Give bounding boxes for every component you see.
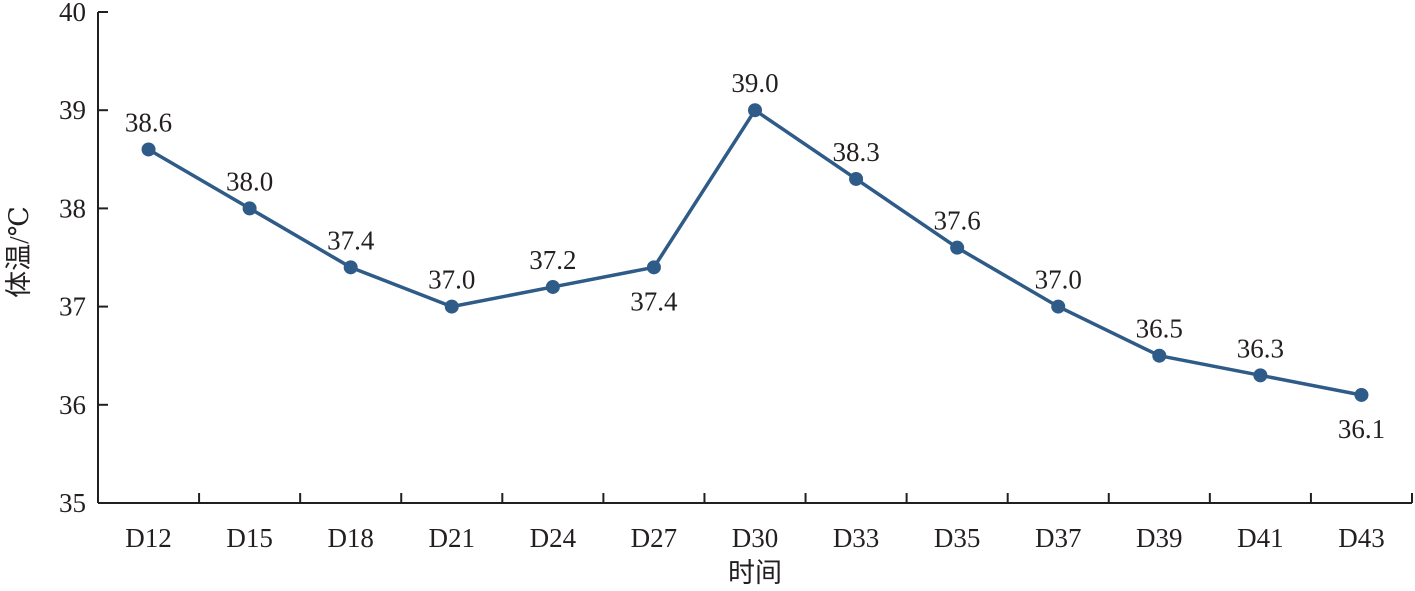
x-tick-label: D39 [1136, 523, 1183, 553]
data-label: 38.3 [832, 137, 879, 167]
x-tick-label: D12 [125, 523, 172, 553]
y-tick-label: 36 [59, 390, 86, 420]
data-label: 37.4 [327, 225, 375, 255]
y-tick-label: 39 [59, 95, 86, 125]
data-label: 37.4 [630, 286, 678, 316]
x-tick-label: D18 [327, 523, 374, 553]
data-label: 36.1 [1338, 414, 1385, 444]
x-tick-label: D15 [226, 523, 273, 553]
data-point [1354, 387, 1369, 402]
data-point [1253, 368, 1268, 383]
data-point [444, 299, 459, 314]
data-label: 39.0 [731, 68, 778, 98]
x-tick-label: D33 [833, 523, 880, 553]
data-point [1051, 299, 1066, 314]
series-line [141, 103, 1369, 402]
y-axis-ticks: 35 36 37 38 39 40 [59, 0, 108, 518]
y-axis-title: 体温/℃ [4, 206, 34, 298]
x-tick-label: D41 [1237, 523, 1284, 553]
data-point [545, 279, 560, 294]
data-label: 38.0 [226, 166, 273, 196]
data-labels: 38.6 38.0 37.4 37.0 37.2 37.4 39.0 38.3 37.6 37.0… [125, 68, 1385, 444]
x-tick-label: D37 [1035, 523, 1082, 553]
x-tick-label: D30 [732, 523, 779, 553]
data-point [646, 260, 661, 275]
data-point [950, 240, 965, 255]
x-tick-label: D35 [934, 523, 981, 553]
x-tick-label: D21 [429, 523, 476, 553]
data-label: 38.6 [125, 107, 172, 137]
data-point [343, 260, 358, 275]
data-point [141, 142, 156, 157]
x-axis-title: 时间 [728, 558, 782, 588]
data-point [748, 103, 762, 118]
x-tick-label: D27 [631, 523, 678, 553]
axes [97, 12, 1412, 504]
y-tick-label: 40 [59, 0, 86, 27]
data-label: 37.0 [1035, 265, 1082, 295]
data-label: 37.6 [934, 206, 981, 236]
x-tick-label: D24 [530, 523, 577, 553]
y-tick-label: 35 [59, 488, 86, 518]
y-tick-label: 38 [59, 193, 86, 223]
data-point [1152, 348, 1167, 363]
data-label: 36.5 [1136, 314, 1183, 344]
y-tick-label: 37 [59, 292, 86, 322]
data-label: 36.3 [1237, 333, 1284, 363]
data-label: 37.2 [529, 245, 576, 275]
data-label: 37.0 [428, 265, 475, 295]
x-tick-label: D43 [1338, 523, 1385, 553]
data-point [849, 171, 864, 186]
data-point [242, 201, 257, 216]
x-axis-ticks: D12 D15 D18 D21 D24 D27 D30 D33 D35 D37 D39 D41 D43 [97, 493, 1413, 553]
